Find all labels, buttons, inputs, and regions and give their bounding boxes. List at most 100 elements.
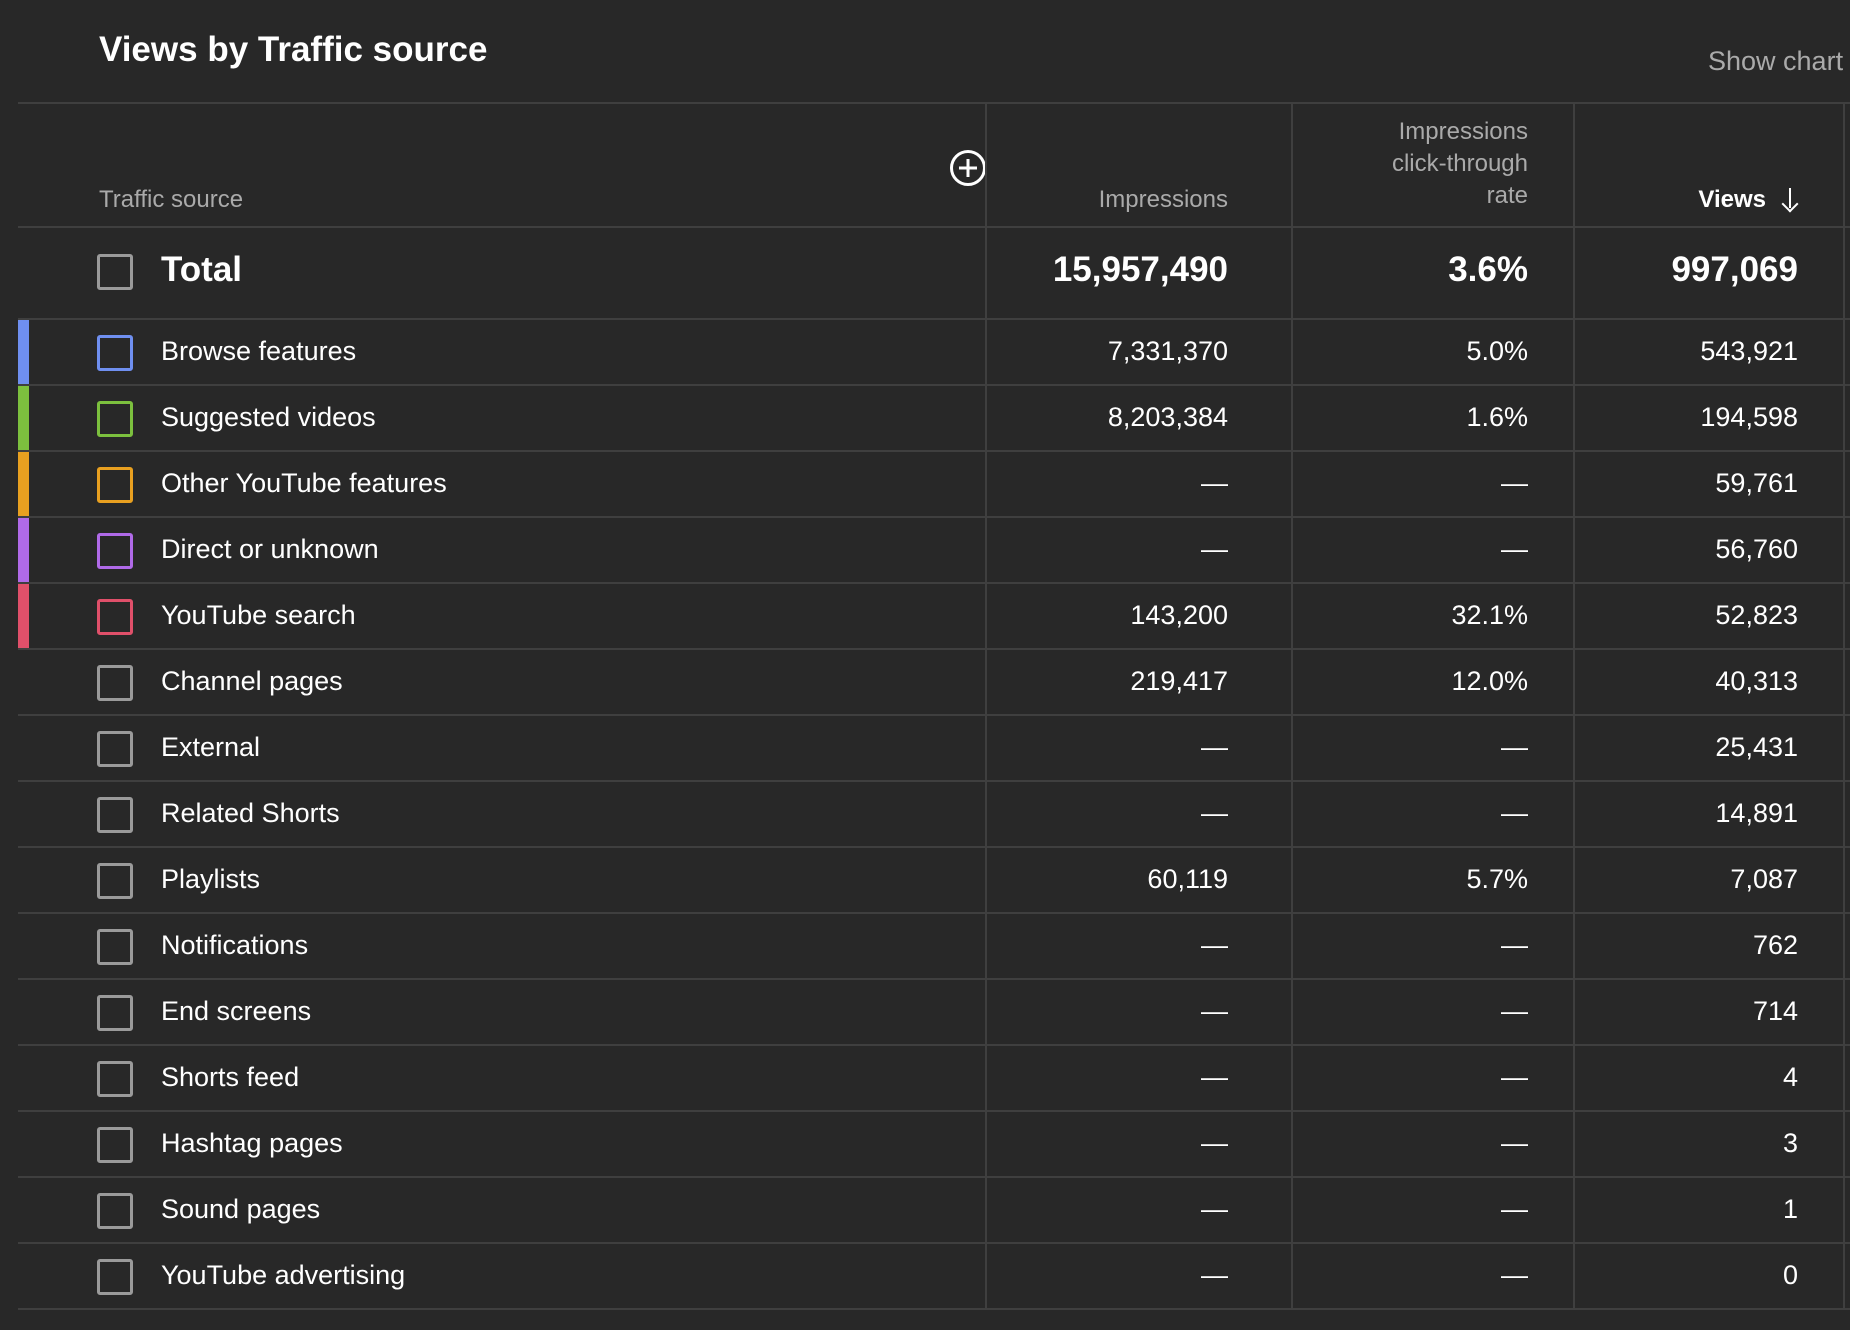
row-ctr: 5.7%	[1466, 864, 1528, 894]
total-ctr: 3.6%	[1448, 250, 1528, 289]
row-divider	[18, 846, 1850, 848]
header-views-label: Views	[1698, 186, 1766, 213]
row-checkbox[interactable]	[97, 1259, 133, 1295]
table-row[interactable]: YouTube advertising — — 0	[18, 1244, 1850, 1310]
table-row[interactable]: Shorts feed — — 4	[18, 1046, 1850, 1112]
row-impressions: 219,417	[1130, 666, 1228, 696]
total-views: 997,069	[1671, 250, 1798, 289]
row-label: Notifications	[161, 930, 309, 960]
row-label: YouTube advertising	[161, 1260, 406, 1290]
row-divider	[18, 1044, 1850, 1046]
table-row[interactable]: YouTube search 143,200 32.1% 52,823	[18, 584, 1850, 650]
series-color-bar	[18, 518, 29, 582]
table-row[interactable]: Direct or unknown — — 56,760	[18, 518, 1850, 584]
row-label: Browse features	[161, 336, 357, 366]
row-views: 543,921	[1700, 336, 1798, 366]
row-views: 4	[1782, 1062, 1798, 1092]
table-row[interactable]: External — — 25,431	[18, 716, 1850, 782]
table-row[interactable]: Sound pages — — 1	[18, 1178, 1850, 1244]
row-divider	[18, 1308, 1850, 1310]
row-label: Direct or unknown	[161, 534, 379, 564]
row-divider	[18, 912, 1850, 914]
total-row: Total 15,957,490 3.6% 997,069	[18, 226, 1850, 318]
column-divider	[1573, 102, 1575, 1310]
row-ctr: —	[1501, 1128, 1528, 1158]
column-divider	[985, 102, 987, 1310]
row-impressions: —	[1201, 732, 1228, 762]
row-views: 59,761	[1715, 468, 1798, 498]
row-checkbox[interactable]	[97, 1193, 133, 1229]
row-ctr: —	[1501, 1260, 1528, 1290]
row-ctr: —	[1501, 996, 1528, 1026]
row-divider	[18, 648, 1850, 650]
total-impressions: 15,957,490	[1052, 250, 1228, 289]
row-checkbox[interactable]	[97, 335, 133, 371]
row-ctr: —	[1501, 732, 1528, 762]
table-row[interactable]: Related Shorts — — 14,891	[18, 782, 1850, 848]
row-impressions: 8,203,384	[1107, 402, 1228, 432]
row-divider	[18, 582, 1850, 584]
header-views[interactable]: Views	[1518, 184, 1798, 216]
row-checkbox[interactable]	[97, 797, 133, 833]
header-ctr-line1: Impressions	[1398, 118, 1528, 145]
row-checkbox[interactable]	[97, 731, 133, 767]
row-ctr: —	[1501, 1194, 1528, 1224]
row-checkbox[interactable]	[97, 929, 133, 965]
total-checkbox[interactable]	[97, 254, 133, 290]
row-divider	[18, 978, 1850, 980]
row-ctr: —	[1501, 468, 1528, 498]
row-impressions: —	[1201, 1062, 1228, 1092]
table-row[interactable]: Hashtag pages — — 3	[18, 1112, 1850, 1178]
row-ctr: —	[1501, 798, 1528, 828]
table-row[interactable]: Browse features 7,331,370 5.0% 543,921	[18, 320, 1850, 386]
row-checkbox[interactable]	[97, 995, 133, 1031]
row-checkbox[interactable]	[97, 1127, 133, 1163]
row-divider	[18, 226, 1850, 228]
row-checkbox[interactable]	[97, 1061, 133, 1097]
row-checkbox[interactable]	[97, 467, 133, 503]
row-label: External	[161, 732, 261, 762]
row-impressions: —	[1201, 1260, 1228, 1290]
add-column-icon[interactable]	[950, 150, 986, 186]
header-traffic-source[interactable]: Traffic source	[99, 186, 244, 213]
table-row[interactable]: Channel pages 219,417 12.0% 40,313	[18, 650, 1850, 716]
header-ctr[interactable]: Impressions click-through rate	[1278, 116, 1528, 212]
row-views: 714	[1752, 996, 1798, 1026]
table-row[interactable]: Playlists 60,119 5.7% 7,087	[18, 848, 1850, 914]
row-impressions: —	[1201, 1194, 1228, 1224]
table-row[interactable]: Notifications — — 762	[18, 914, 1850, 980]
table-row[interactable]: Other YouTube features — — 59,761	[18, 452, 1850, 518]
row-label: Shorts feed	[161, 1062, 300, 1092]
row-checkbox[interactable]	[97, 665, 133, 701]
row-views: 56,760	[1715, 534, 1798, 564]
total-label: Total	[161, 250, 243, 289]
row-impressions: —	[1201, 534, 1228, 564]
column-divider	[1291, 102, 1293, 1310]
row-divider	[18, 318, 1850, 320]
row-checkbox[interactable]	[97, 599, 133, 635]
row-label: Hashtag pages	[161, 1128, 343, 1158]
row-divider	[18, 1176, 1850, 1178]
row-divider	[18, 102, 1850, 104]
row-views: 762	[1752, 930, 1798, 960]
table-row[interactable]: End screens — — 714	[18, 980, 1850, 1046]
row-label: Suggested videos	[161, 402, 376, 432]
row-impressions: —	[1201, 468, 1228, 498]
row-views: 194,598	[1700, 402, 1798, 432]
row-views: 3	[1782, 1128, 1798, 1158]
row-checkbox[interactable]	[97, 401, 133, 437]
header-impressions[interactable]: Impressions	[1098, 186, 1228, 213]
row-impressions: —	[1201, 798, 1228, 828]
row-impressions: 60,119	[1147, 864, 1228, 894]
row-label: Channel pages	[161, 666, 343, 696]
show-chart-button[interactable]: Show chart	[1708, 46, 1844, 76]
row-label: Related Shorts	[161, 798, 340, 828]
series-color-bar	[18, 386, 29, 450]
row-divider	[18, 516, 1850, 518]
row-checkbox[interactable]	[97, 863, 133, 899]
table-row[interactable]: Suggested videos 8,203,384 1.6% 194,598	[18, 386, 1850, 452]
row-checkbox[interactable]	[97, 533, 133, 569]
page-title: Views by Traffic source	[99, 30, 488, 69]
series-color-bar	[18, 584, 29, 648]
row-impressions: 143,200	[1130, 600, 1228, 630]
